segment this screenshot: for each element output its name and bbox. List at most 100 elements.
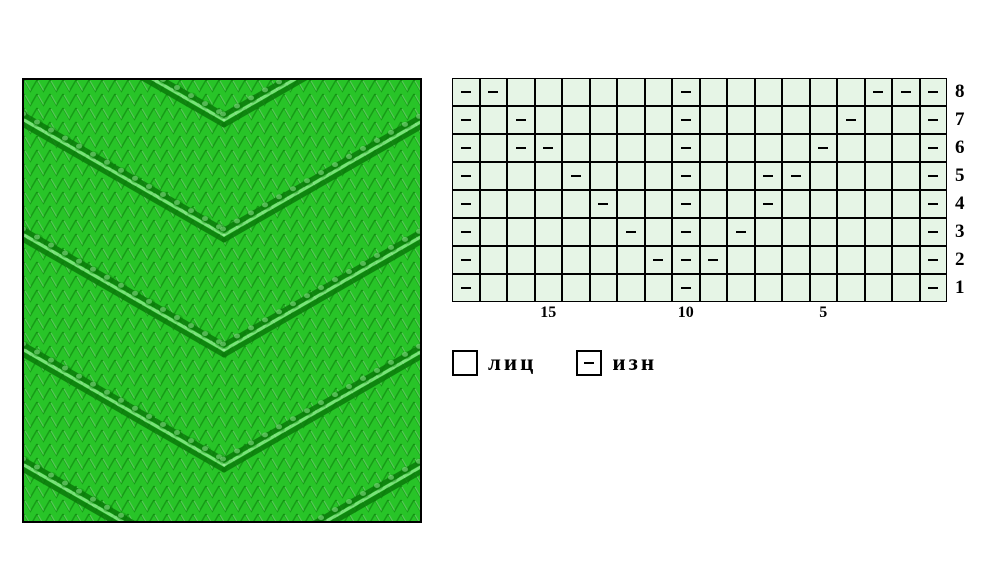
chart-cell bbox=[700, 274, 728, 302]
chart-cell bbox=[507, 134, 535, 162]
chart-cell bbox=[782, 106, 810, 134]
chart-cell bbox=[865, 162, 893, 190]
col-label bbox=[837, 304, 865, 322]
chart-cell bbox=[507, 274, 535, 302]
chart-cell bbox=[672, 134, 700, 162]
chart-cell bbox=[865, 274, 893, 302]
chart-cell bbox=[507, 246, 535, 274]
chart-panel: 15105 87654321 лиц изн bbox=[452, 78, 980, 521]
col-label bbox=[507, 304, 535, 322]
chart-cell bbox=[672, 78, 700, 106]
chart-cell bbox=[700, 162, 728, 190]
chart-cell bbox=[562, 162, 590, 190]
chart-cell bbox=[535, 106, 563, 134]
chart-cell bbox=[480, 218, 508, 246]
chart-cell bbox=[727, 162, 755, 190]
chart-cell bbox=[645, 246, 673, 274]
chart-cell bbox=[645, 218, 673, 246]
legend-purl: изн bbox=[576, 350, 657, 376]
chart-cell bbox=[865, 190, 893, 218]
chart-cell bbox=[782, 162, 810, 190]
col-label bbox=[865, 304, 893, 322]
chart-cell bbox=[507, 190, 535, 218]
chart-cell bbox=[535, 134, 563, 162]
chart-cell bbox=[480, 162, 508, 190]
chart-cell bbox=[755, 78, 783, 106]
chart-cell bbox=[452, 218, 480, 246]
chart-cell bbox=[562, 106, 590, 134]
chart-cell bbox=[700, 246, 728, 274]
chart-cell bbox=[920, 78, 948, 106]
chart-cell bbox=[590, 246, 618, 274]
chart-cell bbox=[920, 106, 948, 134]
chart-cell bbox=[727, 274, 755, 302]
chart-cell bbox=[645, 78, 673, 106]
chart-cell bbox=[892, 190, 920, 218]
chart-cell bbox=[535, 190, 563, 218]
chart-cell bbox=[452, 246, 480, 274]
legend-knit: лиц bbox=[452, 350, 536, 376]
chart-cell bbox=[892, 246, 920, 274]
col-label bbox=[727, 304, 755, 322]
root: 15105 87654321 лиц изн bbox=[0, 0, 1000, 586]
col-label bbox=[562, 304, 590, 322]
chart-cell bbox=[727, 190, 755, 218]
chart-cell bbox=[480, 190, 508, 218]
col-label bbox=[452, 304, 480, 322]
chart-cell bbox=[782, 134, 810, 162]
chart-cell bbox=[645, 106, 673, 134]
chart-cell bbox=[452, 106, 480, 134]
chart-cell bbox=[727, 218, 755, 246]
chart-cell bbox=[865, 134, 893, 162]
chart-cell bbox=[920, 246, 948, 274]
chart-cell bbox=[755, 190, 783, 218]
knit-texture bbox=[24, 80, 422, 523]
chart-cell bbox=[782, 218, 810, 246]
chart-cell bbox=[562, 246, 590, 274]
chart-cell bbox=[700, 190, 728, 218]
chart-cell bbox=[865, 246, 893, 274]
col-label bbox=[590, 304, 618, 322]
chart-cell bbox=[810, 218, 838, 246]
chart-cell bbox=[837, 78, 865, 106]
chart-cell bbox=[810, 190, 838, 218]
chart-cell bbox=[755, 274, 783, 302]
chart-cell bbox=[590, 218, 618, 246]
chart-cell bbox=[810, 274, 838, 302]
legend-purl-symbol bbox=[576, 350, 602, 376]
chart-cell bbox=[755, 246, 783, 274]
chart-cell bbox=[755, 134, 783, 162]
legend-purl-label: изн bbox=[612, 350, 657, 376]
chart-cell bbox=[645, 274, 673, 302]
chart-cell bbox=[782, 78, 810, 106]
col-label bbox=[645, 304, 673, 322]
chart-cell bbox=[452, 190, 480, 218]
chart-cell bbox=[810, 246, 838, 274]
chart-cell bbox=[672, 218, 700, 246]
col-label: 5 bbox=[810, 304, 838, 322]
col-label bbox=[617, 304, 645, 322]
chart-cell bbox=[837, 106, 865, 134]
chart-cell bbox=[590, 134, 618, 162]
col-label: 10 bbox=[672, 304, 700, 322]
row-label: 6 bbox=[955, 134, 965, 162]
chart-cell bbox=[590, 78, 618, 106]
col-label: 15 bbox=[535, 304, 563, 322]
chart-cell bbox=[892, 274, 920, 302]
chart-cell bbox=[452, 274, 480, 302]
chart-cell bbox=[452, 162, 480, 190]
chart-cell bbox=[562, 190, 590, 218]
chart-cell bbox=[920, 274, 948, 302]
chart-cell bbox=[837, 246, 865, 274]
chart-cell bbox=[782, 274, 810, 302]
chart-cell bbox=[535, 274, 563, 302]
chart-cell bbox=[535, 246, 563, 274]
chart-cell bbox=[617, 218, 645, 246]
col-label bbox=[755, 304, 783, 322]
row-label: 3 bbox=[955, 218, 965, 246]
chart-cell bbox=[727, 134, 755, 162]
chart-cell bbox=[617, 246, 645, 274]
chart-cell bbox=[507, 162, 535, 190]
chart-cell bbox=[535, 162, 563, 190]
chart-cell bbox=[700, 78, 728, 106]
